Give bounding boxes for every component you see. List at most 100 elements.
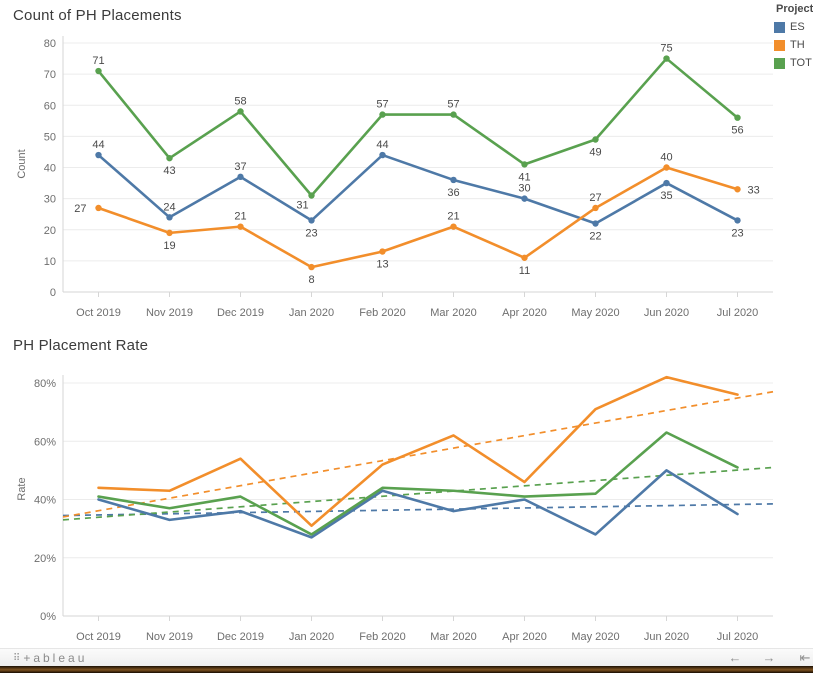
data-point-ES[interactable]: [592, 220, 599, 227]
data-point-ES[interactable]: [379, 151, 386, 159]
x-tick-label: Feb 2020: [359, 631, 405, 643]
count-of-ph-placements-chart[interactable]: 0 10 20 30 40 50 60 70 80 Oct 2019 Nov 2019 Dec 201…: [0, 0, 813, 330]
data-point-TH[interactable]: [734, 186, 741, 193]
data-label: 13: [376, 259, 388, 271]
ph-placement-rate-chart[interactable]: 0% 20% 40% 60% 80% Oct 2019 Nov 2019 Dec 2019 Ja…: [0, 360, 813, 648]
data-label: 57: [447, 99, 459, 111]
x-tick-label: Dec 2019: [217, 307, 264, 319]
x-tick-label: Jan 2020: [289, 307, 334, 319]
data-point-TH[interactable]: [237, 223, 244, 230]
data-point-ES[interactable]: [734, 217, 741, 224]
window-bottom-edge: [0, 666, 813, 673]
y-tick-label: 40: [44, 163, 56, 175]
count-y-axis-label: Count: [16, 149, 28, 179]
data-point-ES[interactable]: [663, 179, 670, 187]
tableau-logo[interactable]: ⠿ +ableau: [13, 651, 87, 665]
legend-title: Project: [776, 3, 813, 15]
data-label: 21: [447, 211, 459, 223]
data-point-TH[interactable]: [166, 229, 173, 237]
trend-line-TOT[interactable]: [62, 466, 774, 521]
data-label: 57: [376, 99, 388, 111]
x-tick-label: Mar 2020: [430, 631, 476, 643]
x-tick-label: Jul 2020: [717, 631, 759, 643]
data-point-TH[interactable]: [95, 204, 102, 212]
data-point-TOT[interactable]: [521, 161, 528, 168]
data-point-ES[interactable]: [450, 176, 457, 184]
y-tick-label: 20: [44, 225, 56, 237]
data-point-TH[interactable]: [663, 164, 670, 171]
data-point-TOT[interactable]: [95, 67, 102, 75]
y-tick-label: 80%: [34, 378, 56, 390]
data-label: 44: [376, 139, 388, 151]
data-point-TOT[interactable]: [663, 55, 670, 62]
data-label: 75: [660, 43, 672, 55]
data-label: 31: [296, 200, 308, 212]
data-point-TOT[interactable]: [237, 108, 244, 115]
legend-item-th[interactable]: TH: [774, 39, 813, 51]
legend-item-label: ES: [790, 21, 805, 33]
data-point-ES[interactable]: [521, 195, 528, 202]
redo-arrow-icon[interactable]: →: [762, 650, 776, 665]
x-tick-label: Nov 2019: [146, 631, 193, 643]
tot-color-swatch-icon: [774, 57, 785, 69]
data-point-ES[interactable]: [237, 173, 244, 181]
data-point-TOT[interactable]: [166, 154, 173, 162]
y-tick-label: 30: [44, 194, 56, 206]
data-point-TOT[interactable]: [592, 136, 599, 143]
series-line-TOT[interactable]: [97, 57, 739, 197]
legend-item-tot[interactable]: TOT: [774, 57, 813, 69]
data-label: 36: [447, 187, 459, 199]
tableau-mark-icon: ⠿: [13, 652, 21, 664]
rate-y-axis-label: Rate: [16, 477, 28, 501]
data-label: 27: [589, 192, 601, 204]
y-tick-label: 10: [44, 256, 56, 268]
x-tick-label: Apr 2020: [502, 631, 547, 643]
project-legend: Project ES TH TOT: [774, 3, 813, 75]
y-tick-label: 60%: [34, 436, 56, 448]
data-point-ES[interactable]: [308, 217, 315, 224]
legend-item-es[interactable]: ES: [774, 21, 813, 33]
data-point-TOT[interactable]: [308, 192, 315, 199]
data-label: 49: [589, 146, 601, 158]
series-line-ES[interactable]: [97, 153, 739, 225]
data-point-TOT[interactable]: [450, 111, 457, 118]
data-label: 23: [731, 227, 743, 239]
reset-arrow-icon[interactable]: ⇤: [799, 650, 811, 665]
data-point-TH[interactable]: [592, 204, 599, 212]
data-point-TH[interactable]: [379, 248, 386, 255]
tableau-toolbar: ⠿ +ableau ← → ⇤: [0, 648, 813, 666]
rate-chart-title: PH Placement Rate: [13, 337, 149, 354]
data-label: 21: [234, 211, 246, 223]
series-line-ES[interactable]: [97, 469, 739, 539]
data-label: 8: [308, 274, 314, 286]
trend-line-ES[interactable]: [62, 503, 774, 517]
series-line-TH[interactable]: [97, 166, 739, 269]
th-color-swatch-icon: [774, 39, 785, 51]
data-point-TH[interactable]: [308, 263, 315, 271]
legend-item-label: TOT: [790, 57, 812, 69]
data-label: 22: [589, 231, 601, 243]
data-label: 40: [660, 152, 672, 164]
y-tick-label: 50: [44, 131, 56, 143]
data-point-TH[interactable]: [521, 254, 528, 261]
data-point-ES[interactable]: [166, 214, 173, 221]
undo-arrow-icon[interactable]: ←: [728, 650, 742, 665]
x-tick-label: Jan 2020: [289, 631, 334, 643]
series-line-TH[interactable]: [97, 375, 739, 528]
trend-line-TH[interactable]: [62, 390, 774, 518]
data-label: 24: [163, 201, 175, 213]
count-chart-title: Count of PH Placements: [13, 7, 182, 24]
data-point-TOT[interactable]: [734, 114, 741, 121]
x-tick-label: May 2020: [571, 631, 619, 643]
series-line-TOT[interactable]: [97, 431, 739, 536]
data-label: 27: [74, 203, 86, 215]
x-tick-label: Oct 2019: [76, 307, 121, 319]
data-point-ES[interactable]: [95, 151, 102, 159]
data-point-TOT[interactable]: [379, 111, 386, 118]
y-tick-label: 20%: [34, 553, 56, 565]
y-tick-label: 40%: [34, 495, 56, 507]
tableau-wordmark: +ableau: [23, 651, 88, 665]
data-label: 33: [748, 184, 760, 196]
data-point-TH[interactable]: [450, 223, 457, 230]
y-tick-label: 0%: [40, 611, 56, 623]
